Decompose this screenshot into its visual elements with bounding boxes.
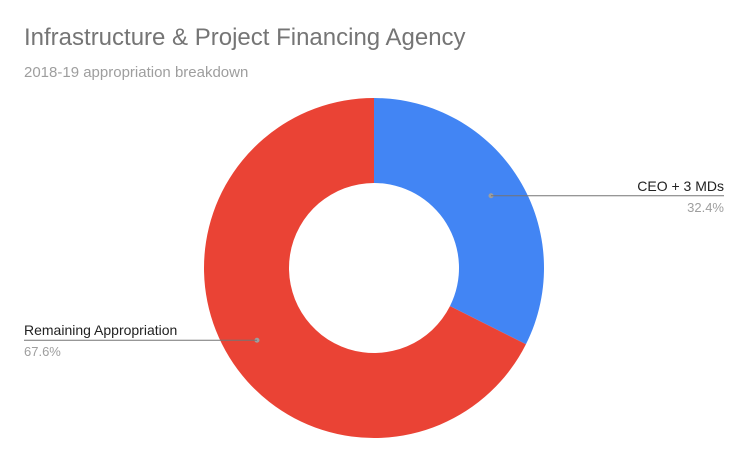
slice-remaining-appropriation[interactable] xyxy=(204,98,526,438)
slice-label-ceo-3-mds: CEO + 3 MDs xyxy=(637,178,724,194)
slice-value-ceo-3-mds: 32.4% xyxy=(687,200,724,215)
donut-slices xyxy=(204,98,544,438)
chart-title: Infrastructure & Project Financing Agenc… xyxy=(24,24,466,51)
chart-subtitle: 2018-19 appropriation breakdown xyxy=(24,64,249,81)
slice-labels: CEO + 3 MDs 32.4% Remaining Appropriation 6… xyxy=(24,178,724,359)
slice-label-remaining-appropriation: Remaining Appropriation xyxy=(24,322,177,338)
slice-ceo-3-mds[interactable] xyxy=(374,98,544,345)
slice-value-remaining-appropriation: 67.6% xyxy=(24,344,61,359)
